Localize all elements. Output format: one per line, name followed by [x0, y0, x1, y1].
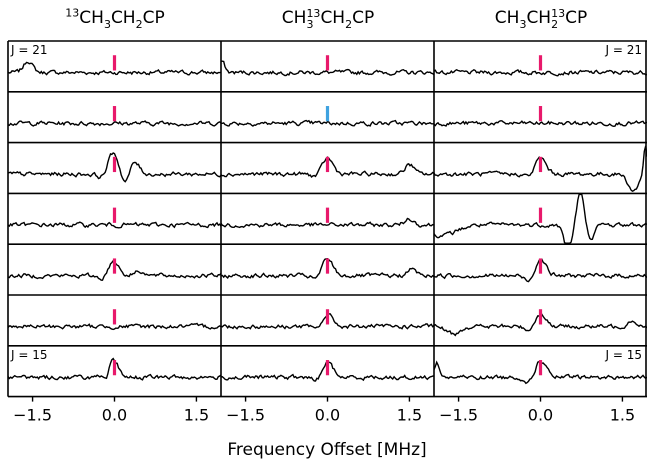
x-tick-label: 1.5	[397, 406, 422, 425]
x-tick-label: 1.5	[184, 406, 209, 425]
x-tick-label: −1.5	[13, 406, 52, 425]
x-tick-label: 0.0	[102, 406, 127, 425]
spectrum-trace-r2-c1	[7, 120, 222, 127]
x-tick-label: 0.0	[315, 406, 340, 425]
spectrum-trace-r4-c1	[7, 221, 222, 229]
spectrum-trace-r2-c2	[221, 119, 434, 127]
j-label-top-left: J = 21	[10, 43, 48, 57]
spectrum-trace-r1-c3	[433, 68, 647, 77]
spectrum-trace-r4-c2	[220, 217, 435, 229]
x-tick-label: −1.5	[439, 406, 478, 425]
spectrum-trace-r4-c3	[433, 193, 647, 244]
column-title-3: CH 3 CH 13 2 CP	[494, 7, 588, 31]
column-title-1: 13CH 3 CH 2 CP	[65, 6, 165, 31]
x-tick-label: 1.5	[610, 406, 635, 425]
column-title-2: CH 13 3 CH 2 CP	[281, 7, 375, 31]
x-tick-label: −1.5	[226, 406, 265, 425]
spectrum-trace-r6-c1	[7, 322, 222, 331]
x-tick-label: 0.0	[528, 406, 553, 425]
j-label-top-right: J = 21	[605, 43, 643, 57]
spectrum-trace-r1-c2	[221, 60, 435, 77]
j-label-bottom-right: J = 15	[605, 348, 643, 362]
j-label-bottom-left: J = 15	[10, 348, 48, 362]
spectrum-trace-r1-c1	[7, 61, 222, 76]
spectrum-trace-r3-c1	[7, 152, 222, 183]
x-axis-label: Frequency Offset [MHz]	[227, 440, 427, 460]
spectrum-trace-r2-c3	[433, 120, 647, 128]
